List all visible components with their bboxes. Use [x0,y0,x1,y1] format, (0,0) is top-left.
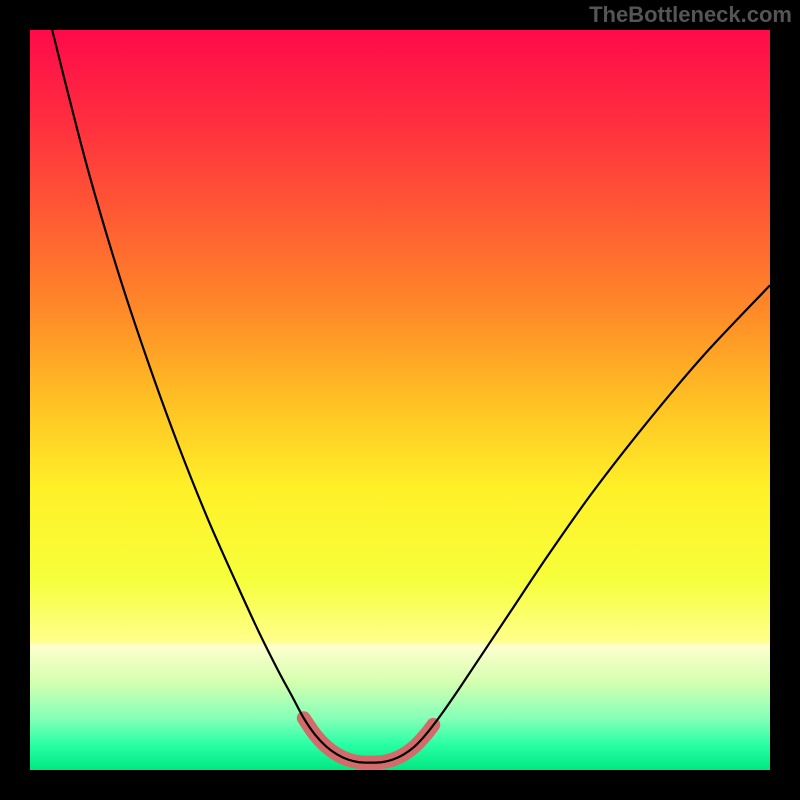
plot-gradient-area [30,30,770,770]
bottleneck-chart [0,0,800,800]
watermark-text: TheBottleneck.com [589,2,792,28]
